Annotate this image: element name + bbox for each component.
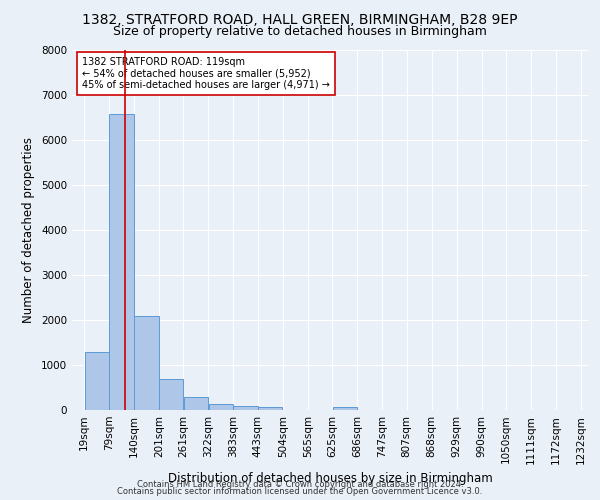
Bar [233, 406, 257, 410]
Text: Size of property relative to detached houses in Birmingham: Size of property relative to detached ho… [113, 25, 487, 38]
Text: Contains HM Land Registry data © Crown copyright and database right 2024.: Contains HM Land Registry data © Crown c… [137, 480, 463, 489]
Bar [159, 380, 183, 410]
Text: Contains public sector information licensed under the Open Government Licence v3: Contains public sector information licen… [118, 488, 482, 496]
Text: 1382, STRATFORD ROAD, HALL GREEN, BIRMINGHAM, B28 9EP: 1382, STRATFORD ROAD, HALL GREEN, BIRMIN… [82, 12, 518, 26]
Bar [109, 114, 134, 410]
X-axis label: Distribution of detached houses by size in Birmingham: Distribution of detached houses by size … [167, 472, 493, 485]
Bar [258, 408, 283, 410]
Bar [85, 352, 109, 410]
Text: 1382 STRATFORD ROAD: 119sqm
← 54% of detached houses are smaller (5,952)
45% of : 1382 STRATFORD ROAD: 119sqm ← 54% of det… [82, 57, 330, 90]
Bar [209, 404, 233, 410]
Bar [134, 316, 158, 410]
Y-axis label: Number of detached properties: Number of detached properties [22, 137, 35, 323]
Bar [332, 407, 357, 410]
Bar [184, 396, 208, 410]
